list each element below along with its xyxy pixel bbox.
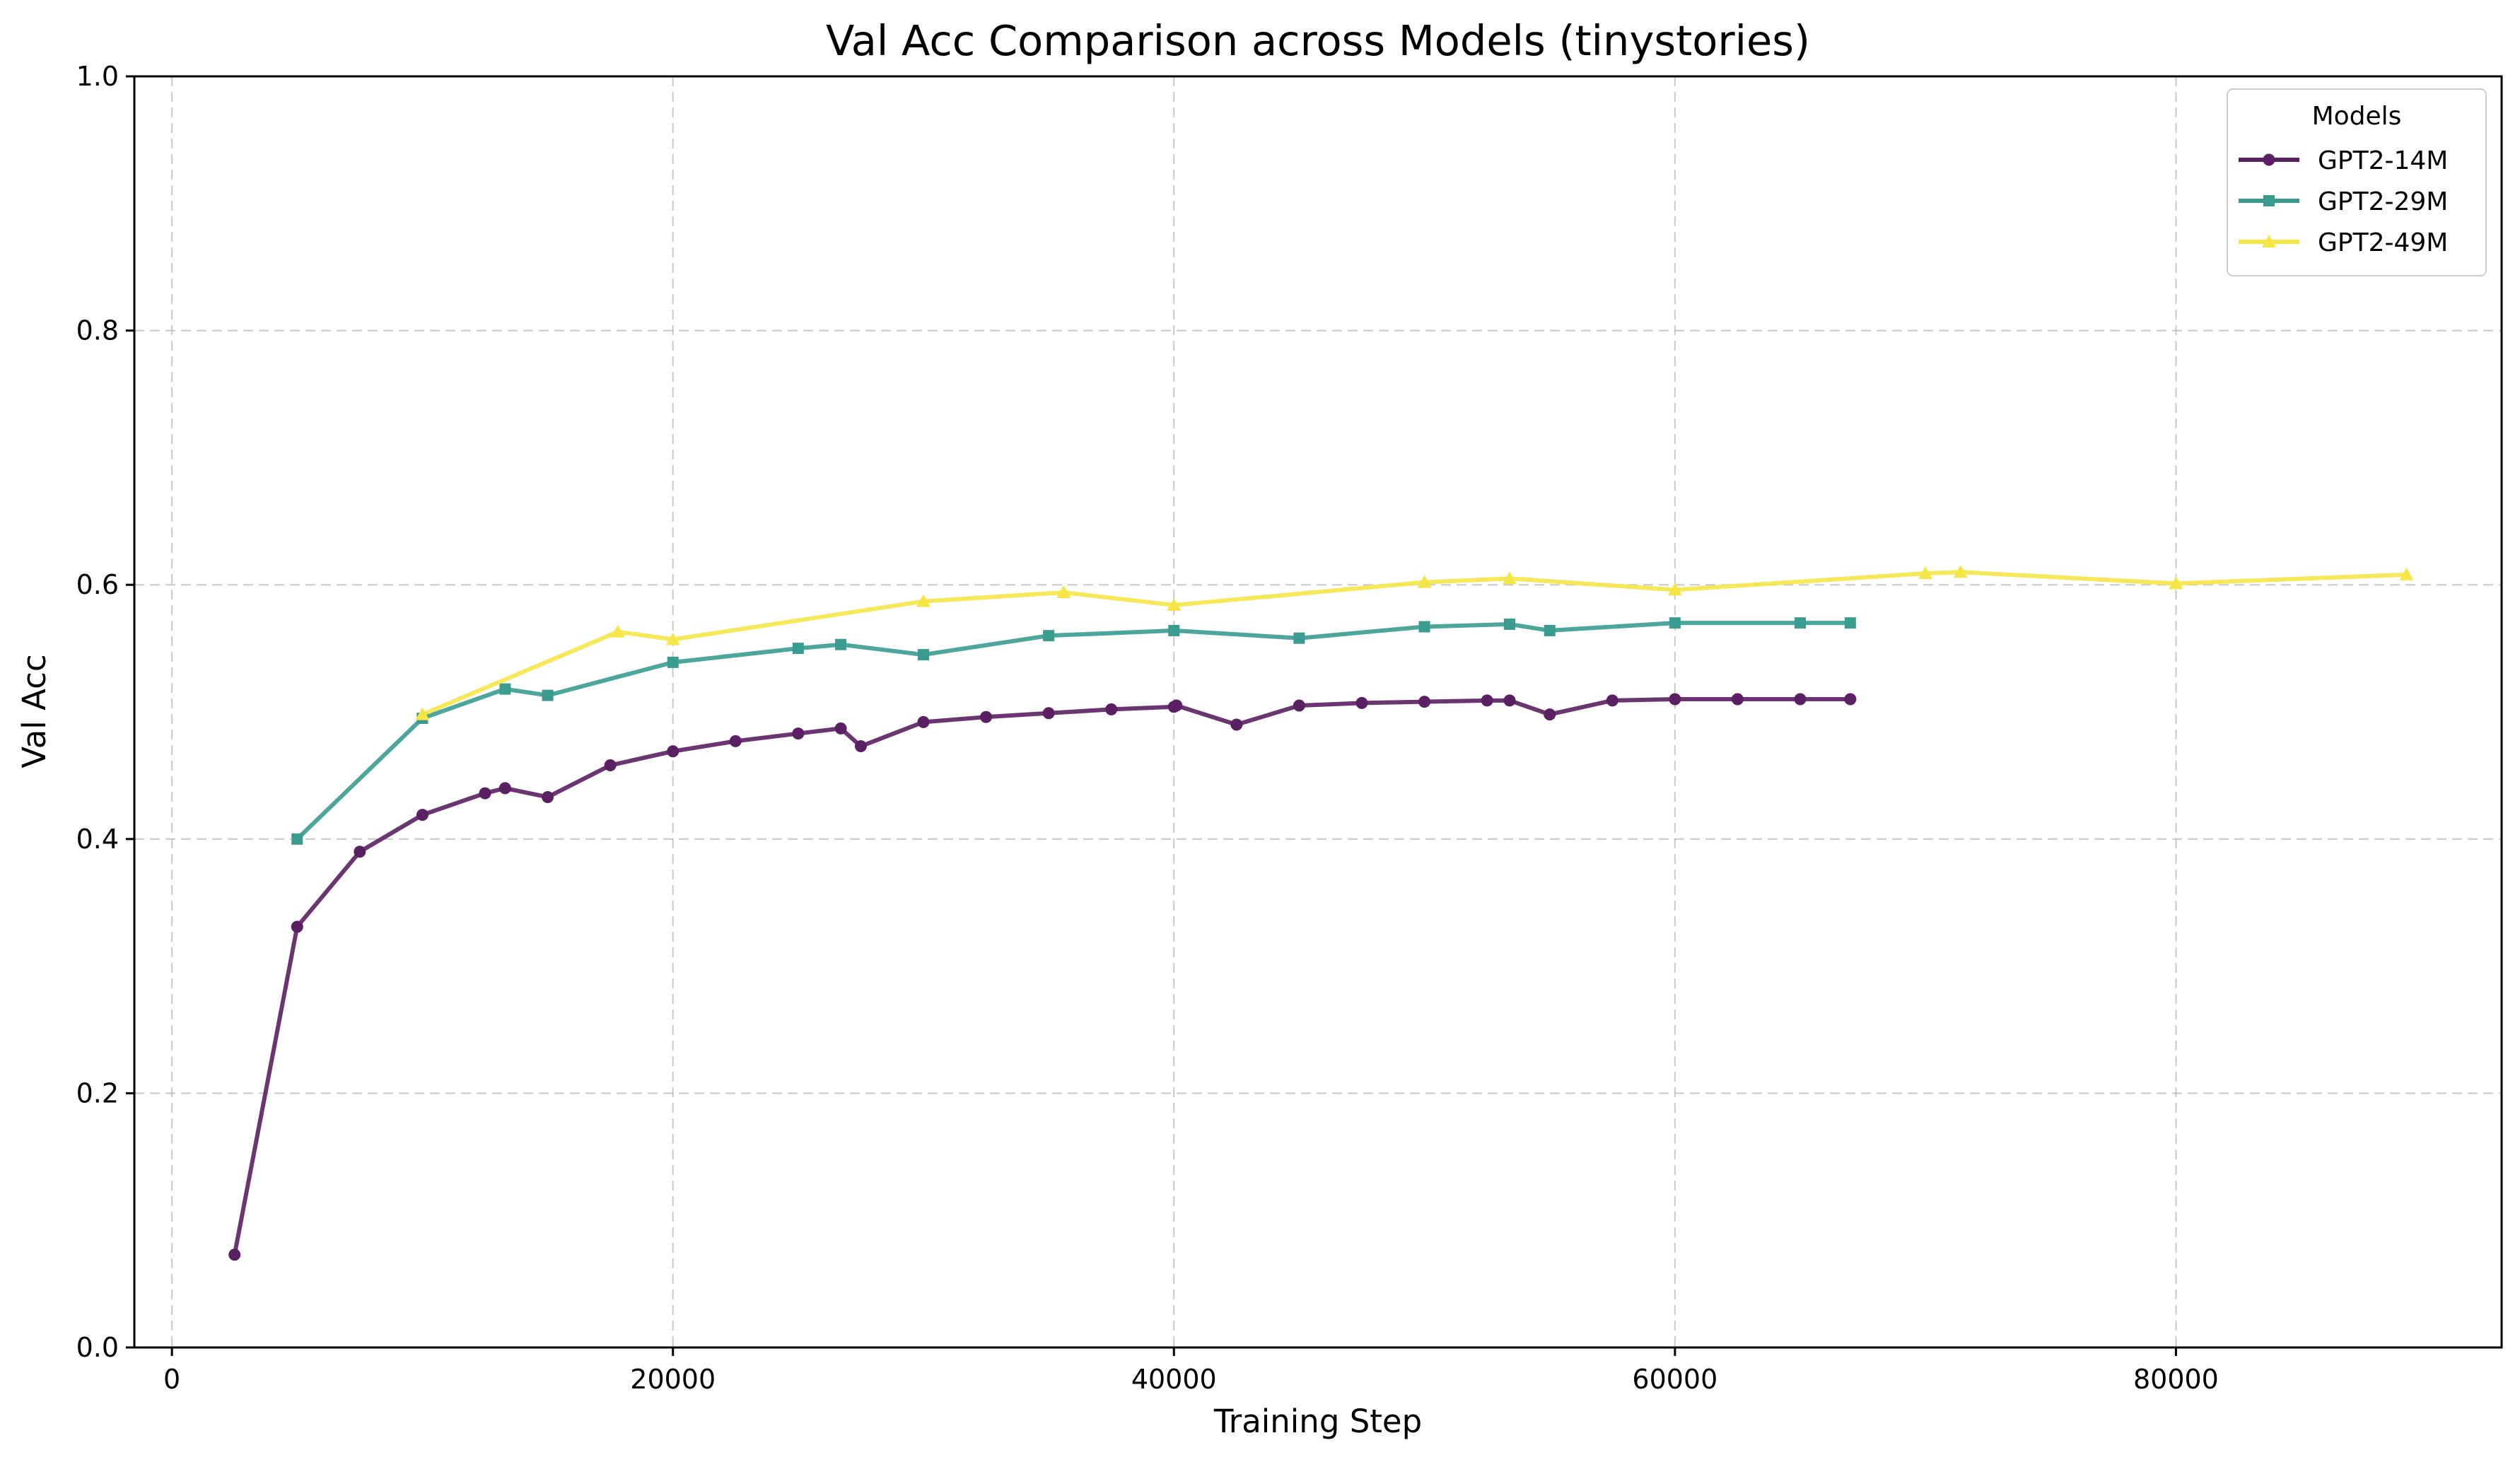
data-point-gpt2-14m bbox=[542, 790, 554, 803]
data-point-gpt2-29m bbox=[499, 683, 511, 695]
data-point-gpt2-49m bbox=[1167, 597, 1182, 611]
data-point-gpt2-14m bbox=[1418, 696, 1431, 708]
data-point-gpt2-14m bbox=[1042, 707, 1055, 720]
legend-item-gpt2-49m: GPT2-49M bbox=[2239, 228, 2448, 257]
x-tick-label: 0 bbox=[163, 1364, 180, 1395]
data-point-gpt2-29m bbox=[1795, 617, 1806, 629]
legend: Models GPT2-14M GPT2-29M GPT2-49M bbox=[2227, 88, 2487, 276]
data-point-gpt2-14m bbox=[1230, 718, 1243, 731]
legend-marker bbox=[2263, 153, 2275, 166]
series-gpt2-49m bbox=[415, 565, 2414, 720]
y-tick-label: 0.4 bbox=[76, 824, 119, 855]
x-axis-label: Training Step bbox=[1213, 1403, 1422, 1440]
data-point-gpt2-14m bbox=[729, 735, 742, 747]
data-point-gpt2-49m bbox=[916, 594, 931, 607]
data-point-gpt2-29m bbox=[918, 649, 929, 661]
data-point-gpt2-49m bbox=[1417, 575, 1432, 588]
data-point-gpt2-29m bbox=[1669, 617, 1681, 629]
legend-label: GPT2-14M bbox=[2318, 146, 2448, 175]
data-point-gpt2-14m bbox=[1731, 693, 1744, 706]
data-point-gpt2-14m bbox=[479, 787, 491, 800]
data-point-gpt2-14m bbox=[1544, 708, 1556, 721]
y-axis-label: Val Acc bbox=[16, 654, 53, 768]
grid-lines bbox=[134, 76, 2502, 1347]
y-axis: 0.0 0.2 0.4 0.6 0.8 1.0 bbox=[76, 61, 134, 1363]
data-point-gpt2-14m bbox=[1355, 696, 1368, 709]
series-gpt2-14m bbox=[228, 693, 1857, 1261]
data-point-gpt2-29m bbox=[667, 656, 679, 668]
series-layer bbox=[228, 565, 2414, 1261]
legend-box bbox=[2227, 88, 2487, 276]
data-point-gpt2-14m bbox=[604, 759, 617, 772]
data-point-gpt2-14m bbox=[1669, 693, 1681, 706]
y-tick-label: 0.8 bbox=[76, 315, 119, 346]
plot-frame bbox=[133, 75, 2503, 1349]
data-point-gpt2-49m bbox=[665, 632, 680, 645]
data-point-gpt2-29m bbox=[1293, 632, 1305, 644]
x-axis: 0 20000 40000 60000 80000 bbox=[163, 1347, 2219, 1395]
data-point-gpt2-14m bbox=[1844, 693, 1857, 706]
data-point-gpt2-14m bbox=[498, 782, 511, 795]
legend-title: Models bbox=[2312, 102, 2402, 131]
legend-label: GPT2-29M bbox=[2318, 187, 2448, 216]
data-point-gpt2-14m bbox=[667, 745, 679, 758]
series-gpt2-29m bbox=[291, 617, 1856, 845]
data-point-gpt2-49m bbox=[1056, 585, 1071, 598]
data-point-gpt2-14m bbox=[792, 727, 805, 740]
data-point-gpt2-49m bbox=[1953, 565, 1968, 578]
data-point-gpt2-49m bbox=[1918, 566, 1933, 580]
x-tick-label: 20000 bbox=[630, 1364, 716, 1395]
legend-label: GPT2-49M bbox=[2318, 228, 2448, 257]
data-point-gpt2-49m bbox=[2169, 576, 2183, 590]
data-point-gpt2-14m bbox=[917, 715, 930, 728]
data-point-gpt2-14m bbox=[354, 846, 366, 858]
legend-item-gpt2-14m: GPT2-14M bbox=[2239, 146, 2448, 175]
data-point-gpt2-14m bbox=[1606, 694, 1618, 707]
data-point-gpt2-14m bbox=[416, 809, 428, 821]
data-point-gpt2-49m bbox=[610, 624, 625, 638]
y-tick-label: 0.2 bbox=[76, 1077, 119, 1109]
data-point-gpt2-14m bbox=[854, 740, 867, 753]
data-point-gpt2-14m bbox=[834, 722, 847, 735]
data-point-gpt2-29m bbox=[1544, 624, 1556, 636]
x-tick-label: 80000 bbox=[2133, 1364, 2219, 1395]
y-tick-label: 1.0 bbox=[76, 61, 119, 92]
data-point-gpt2-29m bbox=[291, 833, 303, 845]
data-point-gpt2-29m bbox=[1844, 617, 1856, 629]
data-point-gpt2-14m bbox=[1170, 699, 1183, 712]
y-tick-label: 0.6 bbox=[76, 569, 119, 600]
x-tick-label: 60000 bbox=[1632, 1364, 1717, 1395]
data-point-gpt2-29m bbox=[1418, 621, 1430, 633]
data-point-gpt2-14m bbox=[1794, 693, 1807, 706]
data-point-gpt2-14m bbox=[291, 920, 303, 933]
legend-marker bbox=[2263, 195, 2275, 206]
data-point-gpt2-29m bbox=[1504, 618, 1516, 630]
legend-item-gpt2-29m: GPT2-29M bbox=[2239, 187, 2448, 216]
data-point-gpt2-14m bbox=[1503, 694, 1516, 707]
data-point-gpt2-49m bbox=[2399, 567, 2414, 580]
data-point-gpt2-49m bbox=[1503, 571, 1517, 585]
data-point-gpt2-29m bbox=[1168, 624, 1180, 636]
data-point-gpt2-49m bbox=[1667, 583, 1682, 596]
data-point-gpt2-29m bbox=[835, 638, 847, 650]
data-point-gpt2-49m bbox=[415, 707, 430, 720]
legend-marker bbox=[2262, 235, 2276, 247]
data-point-gpt2-14m bbox=[1293, 699, 1305, 712]
data-point-gpt2-14m bbox=[228, 1248, 241, 1261]
data-point-gpt2-29m bbox=[542, 689, 554, 701]
chart-title: Val Acc Comparison across Models (tinyst… bbox=[826, 16, 1810, 65]
x-tick-label: 40000 bbox=[1131, 1364, 1217, 1395]
data-point-gpt2-14m bbox=[980, 710, 993, 723]
data-point-gpt2-29m bbox=[1043, 630, 1055, 642]
data-point-gpt2-14m bbox=[1105, 703, 1118, 715]
y-tick-label: 0.0 bbox=[76, 1332, 119, 1363]
data-point-gpt2-29m bbox=[792, 643, 804, 655]
plot-background bbox=[134, 76, 2502, 1347]
data-point-gpt2-14m bbox=[1481, 694, 1493, 707]
